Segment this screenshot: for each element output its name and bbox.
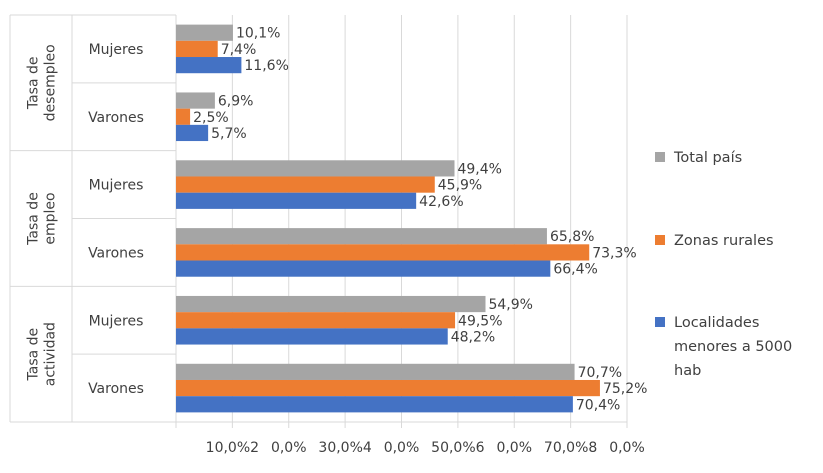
bar [176, 260, 551, 277]
bar [176, 379, 600, 397]
bar [176, 363, 575, 380]
bar [176, 244, 590, 261]
bar [176, 24, 233, 41]
data-label: 48,2% [451, 329, 495, 345]
category-label: Mujeres [89, 178, 144, 194]
bar [176, 312, 456, 329]
data-label: 49,4% [457, 161, 501, 177]
x-tick-label: 10,0%2 [206, 440, 259, 456]
group-label: Tasa de [26, 328, 42, 382]
bar [176, 40, 218, 58]
bar [176, 295, 486, 313]
category-label: Varones [88, 110, 144, 126]
x-tick-label: 50,0%6 [431, 440, 484, 456]
bar [176, 92, 215, 109]
data-label: 11,6% [244, 58, 288, 74]
data-label: 45,9% [438, 178, 482, 194]
data-label: 42,6% [419, 194, 463, 210]
legend-label: hab [674, 363, 701, 379]
data-label: 75,2% [603, 381, 647, 397]
data-label: 7,4% [221, 42, 257, 58]
x-tick-label: 0,0% [496, 440, 532, 456]
group-label: empleo [43, 192, 59, 244]
x-tick-label: 30,0%4 [318, 440, 371, 456]
group-label: Tasa de [26, 57, 42, 111]
category-label: Varones [88, 245, 144, 261]
data-label: 6,9% [218, 94, 254, 110]
legend-label: menores a 5000 [674, 339, 792, 355]
bar [176, 108, 191, 125]
bar [176, 57, 242, 74]
data-label: 2,5% [193, 110, 229, 126]
category-label: Varones [88, 381, 144, 397]
bar [176, 328, 448, 345]
data-label: 70,4% [576, 397, 620, 413]
data-label: 49,5% [458, 313, 502, 329]
legend-swatch [655, 235, 665, 245]
legend-label: Zonas rurales [674, 233, 774, 249]
group-label: desempleo [43, 44, 59, 121]
group-label: actividad [43, 322, 59, 386]
bar [176, 228, 547, 245]
data-label: 70,7% [578, 365, 622, 381]
bar [176, 176, 435, 193]
data-label: 10,1% [236, 26, 280, 42]
x-tick-label: 70,0%8 [544, 440, 597, 456]
data-label: 5,7% [211, 126, 247, 142]
legend-label: Localidades [674, 315, 759, 331]
legend-swatch [655, 152, 665, 162]
data-label: 73,3% [592, 245, 636, 261]
bar [176, 192, 417, 209]
x-tick-label: 0,0% [384, 440, 420, 456]
category-label: Mujeres [89, 313, 144, 329]
legend-label: Total país [673, 150, 742, 166]
bar [176, 124, 209, 142]
x-tick-label: 0,0% [609, 440, 645, 456]
data-label: 65,8% [550, 229, 594, 245]
x-tick-label: 0,0% [271, 440, 307, 456]
data-label: 54,9% [488, 297, 532, 313]
group-label: Tasa de [26, 192, 42, 246]
legend-swatch [655, 317, 665, 327]
bar [176, 396, 573, 413]
bar [176, 160, 455, 177]
data-label: 66,4% [553, 262, 597, 278]
category-label: Mujeres [89, 42, 144, 58]
